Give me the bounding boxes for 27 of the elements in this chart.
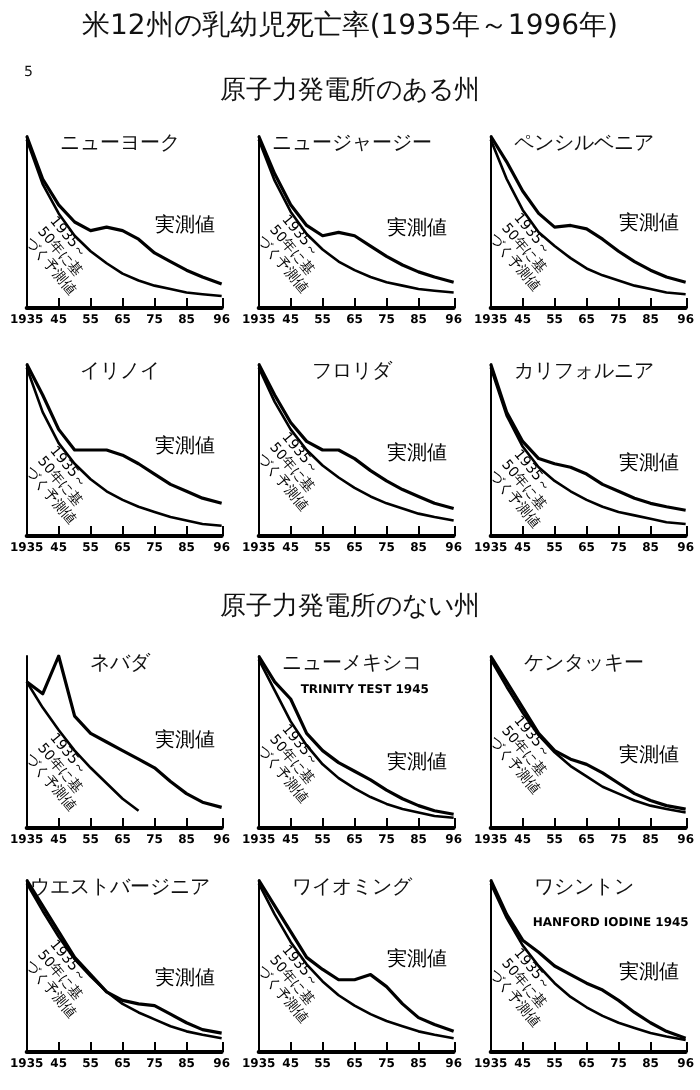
- chart-title: ニュージャージー: [272, 133, 432, 155]
- series-label: 実測値: [154, 434, 215, 459]
- series-label: 実測値: [618, 451, 679, 476]
- chart-title: ウエストバージニア: [30, 877, 210, 899]
- series-label: 実測値: [386, 216, 447, 241]
- text: 原子力発電所のある州: [220, 76, 480, 106]
- series-label: 実測値: [618, 743, 679, 768]
- chart-title: イリノイ: [80, 361, 160, 383]
- chart-title: カリフォルニア: [514, 361, 654, 383]
- chart-title: ニューヨーク: [60, 133, 180, 155]
- series-label: 実測値: [618, 211, 679, 236]
- text: 原子力発電所のない州: [218, 590, 482, 624]
- chart-title: ワイオミング: [292, 877, 414, 899]
- chart-title: ニューメキシコ: [282, 653, 422, 675]
- series-label: 実測値: [386, 946, 447, 971]
- series-label: 実測値: [154, 212, 215, 237]
- series-label: 実測値: [618, 960, 679, 985]
- series-label: 実測値: [386, 750, 447, 775]
- chart-title: ケンタッキー: [524, 653, 644, 675]
- chart-title: ワシントン: [534, 877, 634, 899]
- series-label: 実測値: [386, 440, 447, 465]
- chart-title: ネバダ: [90, 651, 152, 675]
- chart-title: フロリダ: [312, 359, 394, 383]
- text: 米12州の乳幼児死亡率(1935年～1996年): [80, 8, 620, 44]
- chart-title: ペンシルベニア: [514, 133, 654, 155]
- series-label: 実測値: [154, 727, 215, 752]
- series-label: 実測値: [154, 965, 215, 990]
